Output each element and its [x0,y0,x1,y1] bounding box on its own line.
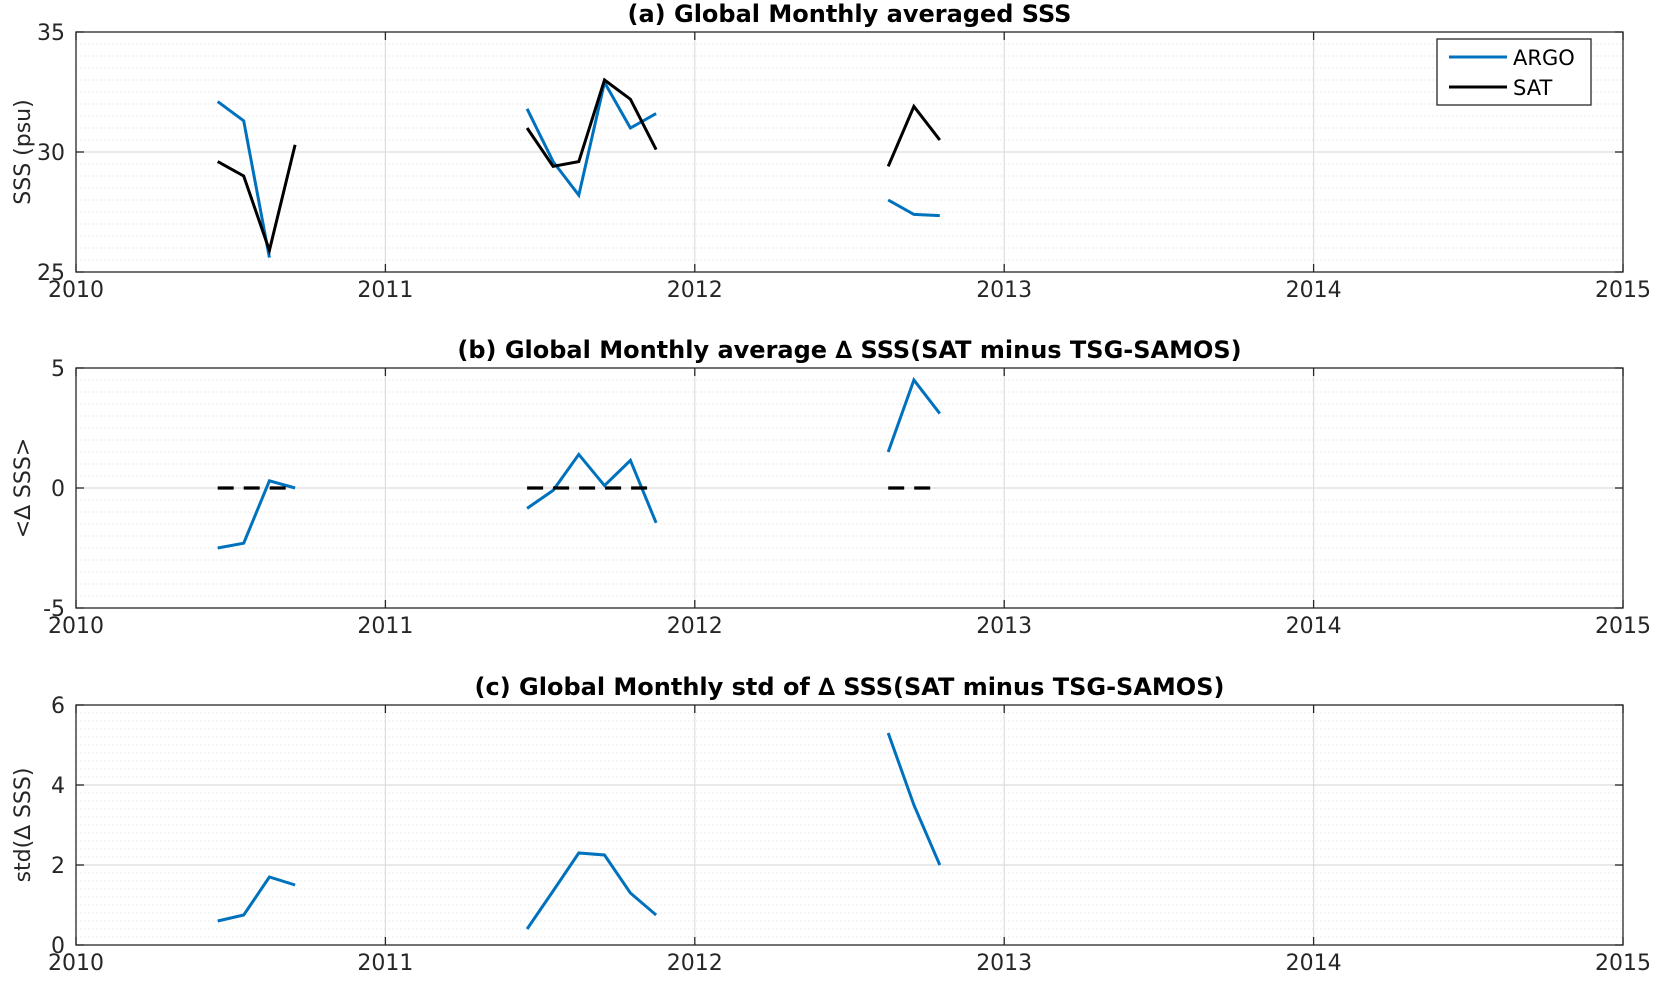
x-tick-label: 2010 [48,951,104,976]
y-tick-label: 0 [51,477,65,502]
series-line [216,100,271,258]
x-tick-label: 2012 [667,278,723,303]
series-sat [216,77,941,256]
legend: ARGO SAT [1436,38,1592,106]
series-line [525,851,658,930]
legend-label-argo: ARGO [1513,46,1575,70]
x-tick-label: 2015 [1595,278,1651,303]
minor-grid [76,379,1623,597]
x-tick-label: 2014 [1286,614,1342,639]
y-axis-label: <∆ SSS> [11,438,36,538]
series-line [525,78,657,199]
y-tick-label: 6 [51,694,65,719]
major-grid [76,32,1623,272]
series-line [886,103,941,167]
y-tick-label: 25 [37,261,65,286]
series-line [217,478,296,550]
panel-b: 2010 2011 2012 2013 2014 2015 -5 0 5 (b) Global M… [11,336,1651,639]
x-tick-label: 2013 [976,614,1032,639]
y-tick-label: 30 [37,141,65,166]
series-argo [216,78,940,258]
x-tick-label: 2015 [1595,614,1651,639]
x-tick-label: 2011 [357,278,413,303]
series-delta [217,376,941,550]
axes-box [75,704,1624,946]
x-tick-label: 2010 [48,278,104,303]
series-line [217,875,296,923]
x-tick-label: 2012 [667,614,723,639]
series-delta [217,732,942,930]
chart-title: (c) Global Monthly std of ∆ SSS(SAT minu… [475,673,1225,701]
ticks [75,704,1624,946]
panel-c: 2010 2011 2012 2013 2014 2015 0 2 4 6 (c) Global M… [11,673,1651,976]
x-tick-label: 2010 [48,614,104,639]
chart-title: (a) Global Monthly averaged SSS [628,0,1072,28]
series-line [526,451,658,524]
chart-title: (b) Global Monthly average ∆ SSS(SAT min… [457,336,1241,364]
y-tick-label: 5 [51,357,65,382]
x-tick-label: 2013 [976,951,1032,976]
x-tick-label: 2014 [1286,951,1342,976]
x-tick-label: 2014 [1286,278,1342,303]
y-tick-label: 35 [37,21,65,46]
ticks [75,31,1624,273]
minor-grid [76,712,1623,938]
minor-grid [76,43,1623,261]
series-line [886,732,942,866]
major-grid [76,368,1623,608]
panel-a: 2010 2011 2012 2013 2014 2015 25 30 35 (a) Global… [11,0,1651,303]
y-axis-label: SSS (psu) [11,99,36,204]
y-axis-label: std(∆ SSS) [11,768,36,883]
x-tick-label: 2012 [667,951,723,976]
series-line [886,376,941,453]
ticks [75,367,1624,609]
legend-box [1436,38,1592,106]
x-tick-label: 2011 [357,951,413,976]
y-tick-label: -5 [43,597,65,622]
series-line [525,77,658,169]
y-tick-label: 0 [51,934,65,959]
x-tick-label: 2013 [976,278,1032,303]
series-line [216,144,297,256]
legend-label-sat: SAT [1513,76,1552,100]
y-tick-label: 4 [51,774,65,799]
series-line [887,198,940,218]
x-tick-label: 2011 [357,614,413,639]
major-grid [76,705,1623,945]
x-tick-label: 2015 [1595,951,1651,976]
y-tick-label: 2 [51,854,65,879]
